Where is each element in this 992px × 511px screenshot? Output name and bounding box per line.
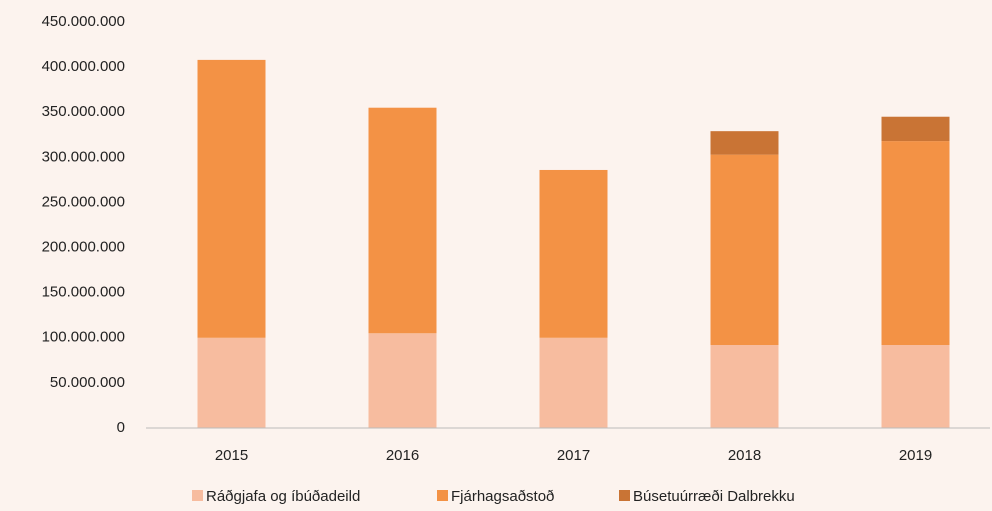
y-tick-label: 300.000.000 <box>42 148 125 165</box>
y-tick-label: 400.000.000 <box>42 58 125 75</box>
x-tick-label: 2015 <box>215 447 248 464</box>
bar-segment <box>197 337 266 428</box>
bar-segment <box>881 141 950 345</box>
x-tick-label: 2018 <box>728 447 761 464</box>
bar-segment <box>710 131 779 155</box>
y-tick-label: 0 <box>117 419 125 436</box>
legend-label: Ráðgjafa og íbúðadeild <box>206 488 360 505</box>
bar-segment <box>881 344 950 428</box>
y-tick-label: 450.000.000 <box>42 13 125 30</box>
legend-swatch <box>192 490 203 501</box>
y-tick-label: 150.000.000 <box>42 284 125 301</box>
y-tick-label: 50.000.000 <box>50 374 125 391</box>
legend-label: Búsetuúrræði Dalbrekku <box>633 488 795 505</box>
bar-segment <box>368 333 437 428</box>
bar-segment <box>197 59 266 338</box>
x-tick-label: 2016 <box>386 447 419 464</box>
bar-segment <box>368 107 437 334</box>
bar-segment <box>710 344 779 428</box>
y-tick-label: 100.000.000 <box>42 329 125 346</box>
y-tick-label: 350.000.000 <box>42 103 125 120</box>
bar-segment <box>710 154 779 345</box>
x-tick-label: 2017 <box>557 447 590 464</box>
bar-segment <box>881 116 950 142</box>
legend-swatch <box>619 490 630 501</box>
bar-segment <box>539 337 608 428</box>
bar-segment <box>539 169 608 338</box>
x-tick-label: 2019 <box>899 447 932 464</box>
y-tick-label: 200.000.000 <box>42 239 125 256</box>
legend-label: Fjárhagsaðstoð <box>451 488 554 505</box>
legend-swatch <box>437 490 448 501</box>
y-tick-label: 250.000.000 <box>42 193 125 210</box>
